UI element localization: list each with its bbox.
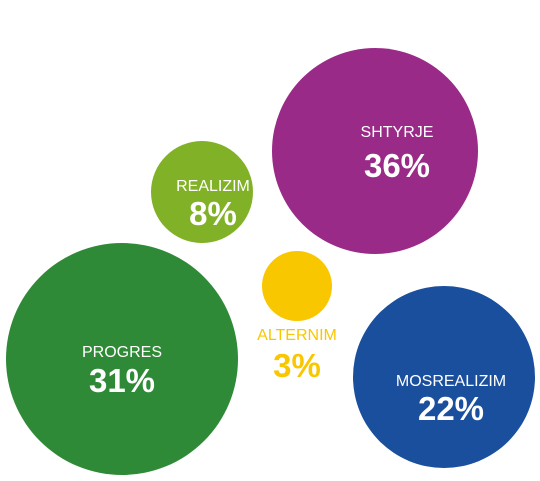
label-shtyrje-value: 36% xyxy=(364,147,430,184)
bubble-alternim xyxy=(262,251,332,321)
label-realizim-value: 8% xyxy=(189,195,237,232)
bubble-realizim xyxy=(151,141,253,243)
label-progres-value: 31% xyxy=(89,362,155,399)
bubble-shtyrje xyxy=(272,48,478,254)
bubble-progres xyxy=(6,243,238,475)
label-progres-name: PROGRES xyxy=(82,344,162,361)
label-alternim-value: 3% xyxy=(273,347,321,384)
label-mosrealizim-value: 22% xyxy=(418,390,484,427)
label-alternim-name: ALTERNIM xyxy=(257,327,337,344)
label-realizim-name: REALIZIM xyxy=(176,178,250,195)
label-shtyrje-name: SHTYRJE xyxy=(361,124,434,141)
label-mosrealizim-name: MOSREALIZIM xyxy=(396,373,506,390)
bubble-mosrealizim xyxy=(353,286,535,468)
